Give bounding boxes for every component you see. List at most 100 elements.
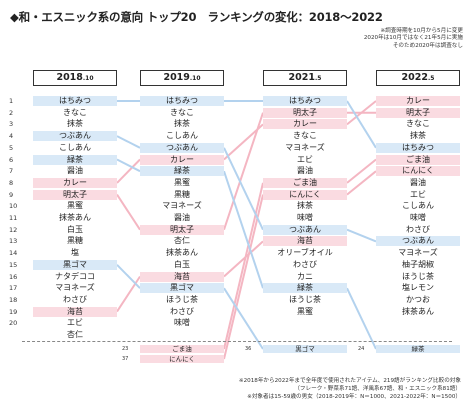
below-ranking-cell: ごま油 [140, 345, 224, 353]
connector-line [346, 170, 377, 196]
ranking-cell: 白玉 [174, 259, 190, 269]
ranking-cell: カレー [33, 177, 117, 188]
ranking-cell: 黒蜜 [297, 306, 313, 316]
ranking-cell: 醤油 [174, 213, 190, 222]
below-ranking-cell: にんにく [140, 355, 224, 363]
ranking-cell: 抹茶 [174, 119, 190, 129]
rank-number: 12 [9, 225, 18, 234]
below-rank-number: 37 [122, 356, 129, 362]
below-ranking-cell: 緑茶 [376, 345, 460, 353]
ranking-cell: きなこ [293, 131, 317, 141]
ranking-cell: 抹茶 [67, 119, 83, 129]
ranking-cell: つぶあん [33, 131, 117, 142]
note-line: そのため2020年は調査なし [392, 42, 463, 49]
ranking-cell: カレー [140, 154, 224, 165]
ranking-cell: 緑茶 [140, 166, 224, 177]
ranking-cell: わさび [63, 294, 87, 304]
ranking-cell: 塩 [71, 248, 79, 258]
ranking-cell: わさび [170, 306, 194, 316]
connector-line [116, 135, 141, 149]
rank-number: 19 [9, 307, 18, 316]
footer-line: （フレーク・野菜系71語、洋風系67語、和・エスニック系81語） [294, 386, 461, 392]
below-rank-number: 36 [245, 346, 252, 352]
footer-line: ※対象者は15-59歳の男女（2018-2019年：N＝1000、2021-20… [247, 394, 461, 400]
page-title: ◆和・エスニック系の意向 トップ20 ランキングの変化：2018〜2022 [10, 10, 383, 24]
rank-number: 1 [9, 97, 14, 105]
ranking-cell: きなこ [170, 107, 194, 117]
rank-number: 2 [9, 108, 14, 117]
header-suffix: .5 [427, 75, 435, 82]
ranking-cell: エビ [410, 189, 426, 199]
ranking-cell: ほうじ茶 [166, 294, 198, 304]
column-header-2022: 2022.5 [376, 70, 460, 86]
below-ranking-cell: 黒ゴマ [263, 345, 347, 353]
ranking-cell: カニ [297, 271, 313, 281]
rank-number: 5 [9, 143, 14, 152]
ranking-cell: わさび [406, 224, 430, 234]
ranking-cell: ほうじ茶 [402, 271, 434, 281]
ranking-cell: わさび [293, 259, 317, 269]
header-year: 2019 [163, 72, 190, 83]
ranking-cell: 黒糖 [174, 189, 190, 199]
ranking-cell: 醤油 [67, 166, 83, 176]
separator-line [22, 341, 452, 342]
connector-line [116, 158, 141, 173]
below-rank-number: 24 [358, 346, 365, 352]
ranking-cell: 明太子 [376, 107, 460, 118]
rank-number: 3 [9, 120, 14, 129]
ranking-cell: マヨネーズ [398, 248, 438, 258]
connector-line [116, 275, 141, 313]
header-suffix: .10 [82, 75, 94, 82]
ranking-cell: きなこ [63, 107, 87, 117]
ranking-cell: ごま油 [376, 154, 460, 165]
ranking-cell: 明太子 [140, 224, 224, 235]
ranking-cell: エビ [67, 318, 83, 328]
header-year: 2021 [288, 72, 315, 83]
connector-line [223, 287, 264, 350]
column-header-2019: 2019.10 [140, 70, 224, 86]
header-year: 2022 [401, 72, 428, 83]
rank-number: 10 [9, 202, 18, 211]
ranking-cell: マヨネーズ [162, 201, 202, 211]
ranking-cell: 抹茶あん [59, 213, 91, 222]
ranking-cell: 海苔 [33, 306, 117, 317]
ranking-cell: ナタデココ [55, 271, 95, 281]
ranking-cell: 白玉 [67, 224, 83, 234]
ranking-cell: かつお [406, 294, 430, 304]
ranking-cell: きなこ [406, 119, 430, 129]
ranking-cell: 明太子 [33, 189, 117, 200]
ranking-cell: 杏仁 [67, 330, 83, 339]
ranking-cell: 味噌 [174, 318, 190, 328]
ranking-cell: にんにく [263, 189, 347, 200]
rank-number: 16 [9, 272, 18, 281]
connector-line [116, 264, 141, 289]
ranking-cell: はちみつ [263, 96, 347, 106]
column-header-2018: 2018.10 [33, 70, 117, 86]
connector-line [223, 170, 264, 289]
ranking-cell: こしあん [59, 142, 91, 152]
header-suffix: .10 [189, 75, 201, 82]
connector-line [346, 100, 377, 149]
ranking-cell: 黒ゴマ [140, 283, 224, 294]
rank-number: 8 [9, 178, 14, 187]
ranking-cell: カレー [263, 119, 347, 130]
rank-number: 20 [9, 319, 18, 328]
ranking-cell: 塩レモン [402, 283, 434, 293]
ranking-cell: つぶあん [140, 142, 224, 153]
ranking-cell: はちみつ [140, 96, 224, 106]
ranking-cell: 明太子 [263, 107, 347, 118]
ranking-cell: にんにく [376, 166, 460, 177]
rank-number: 7 [9, 167, 14, 176]
ranking-cell: マヨネーズ [55, 283, 95, 293]
ranking-cell: つぶあん [263, 224, 347, 235]
ranking-cell: つぶあん [376, 236, 460, 247]
header-suffix: .5 [314, 75, 322, 82]
note-line: 2020年は10月ではなく21年5月に実施 [363, 35, 463, 42]
connector-line [223, 182, 264, 350]
rank-number: 13 [9, 237, 18, 246]
ranking-cell: 黒ゴマ [33, 259, 117, 270]
notes: ※調査時期を10月から5月に変更 2020年は10月ではなく21年5月に実施 そ… [364, 28, 463, 50]
ranking-cell: 黒蜜 [174, 177, 190, 187]
ranking-cell: オリーブオイル [277, 248, 333, 258]
